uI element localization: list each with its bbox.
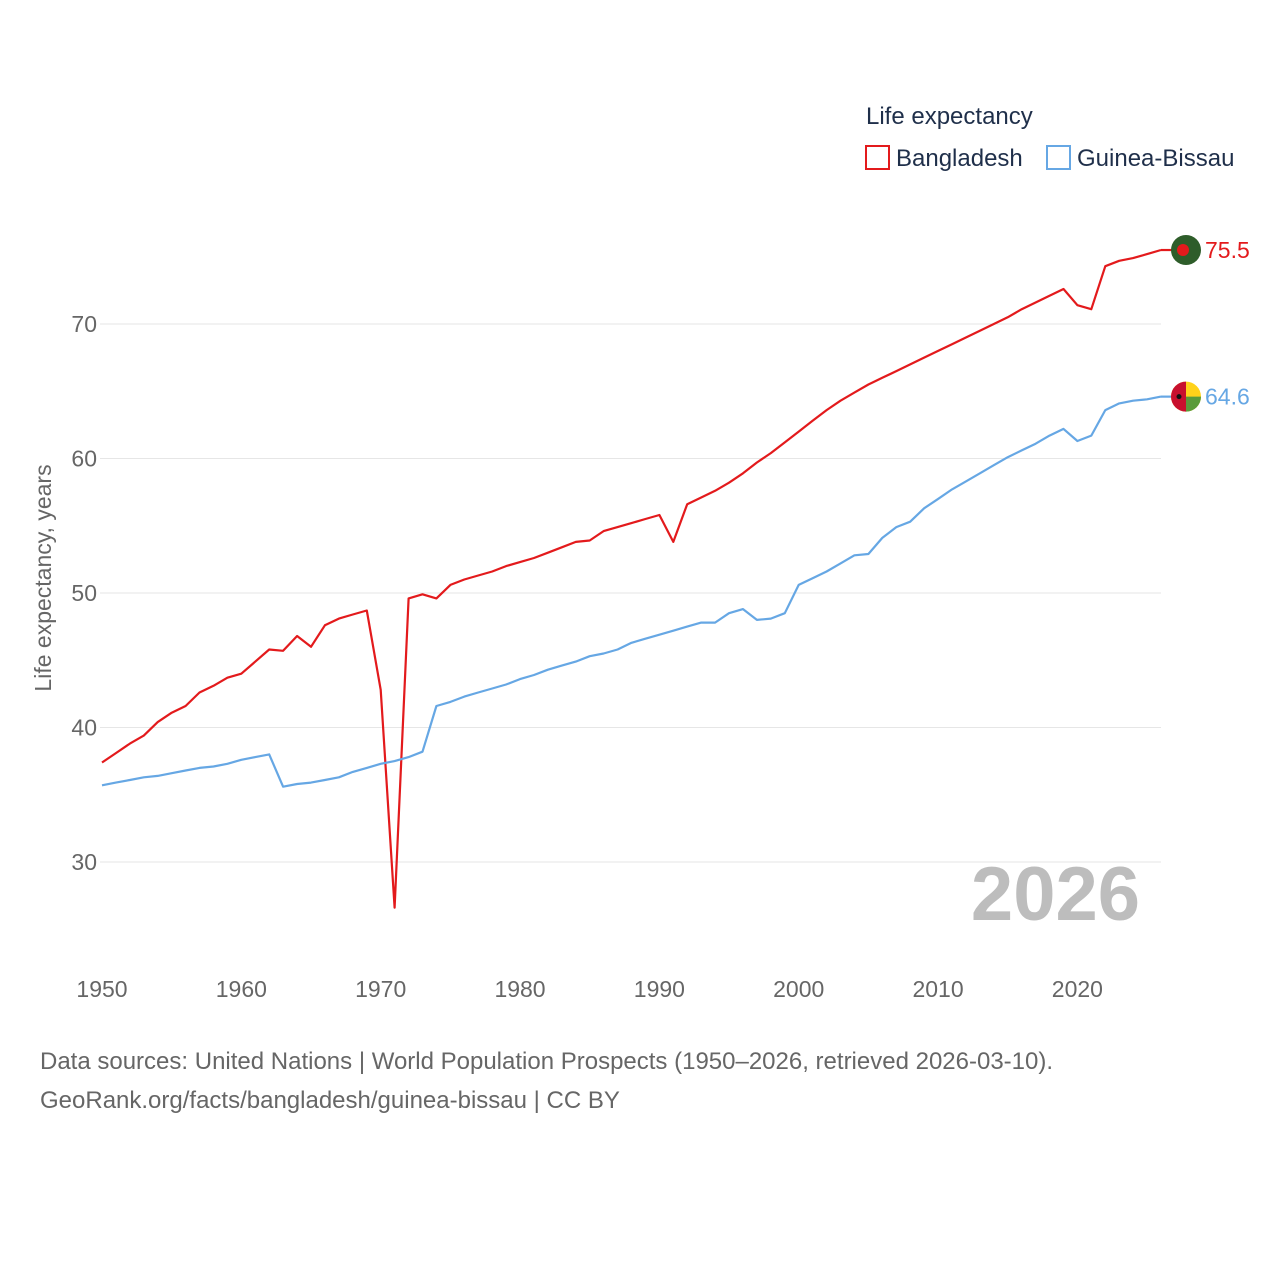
y-tick-label-50: 50 [71, 580, 97, 606]
legend-label-bangladesh: Bangladesh [896, 145, 1023, 172]
legend-item-bangladesh[interactable]: Bangladesh [865, 145, 1023, 172]
x-tick-label-2020: 2020 [1052, 976, 1103, 1002]
bangladesh-flag-icon [1171, 235, 1201, 266]
x-tick-label-1960: 1960 [216, 976, 267, 1002]
series-line-guinea-bissau [101, 395, 1162, 788]
legend-item-guinea-bissau[interactable]: Guinea-Bissau [1046, 145, 1234, 172]
axis-ticks: 30 40 50 60 70 1950 1960 1970 1980 1990 2000 2010 20… [71, 311, 1103, 1002]
y-tick-label-60: 60 [71, 446, 97, 472]
gridlines [100, 323, 1161, 863]
legend-title: Life expectancy [866, 103, 1033, 130]
legend-swatch-guinea-bissau [1046, 145, 1071, 170]
y-tick-label-70: 70 [71, 311, 97, 337]
legend: Life expectancy Bangladesh Guinea-Bissau [865, 103, 1234, 172]
year-watermark: 2026 [971, 852, 1140, 937]
x-tick-label-1980: 1980 [494, 976, 545, 1002]
x-tick-label-2000: 2000 [773, 976, 824, 1002]
end-value-label-bangladesh: 75.5 [1205, 237, 1250, 263]
attribution-line: GeoRank.org/facts/bangladesh/guinea-biss… [40, 1087, 620, 1114]
y-tick-label-40: 40 [71, 715, 97, 741]
source-line: Data sources: United Nations | World Pop… [40, 1048, 1054, 1075]
source-footer: Data sources: United Nations | World Pop… [40, 1042, 1240, 1120]
y-tick-label-30: 30 [71, 849, 97, 875]
guinea-bissau-flag-icon [1171, 381, 1201, 412]
x-tick-label-1950: 1950 [76, 976, 127, 1002]
x-tick-label-1970: 1970 [355, 976, 406, 1002]
x-tick-label-1990: 1990 [634, 976, 685, 1002]
x-tick-label-2010: 2010 [912, 976, 963, 1002]
series-lines [101, 248, 1162, 909]
end-value-label-guinea-bissau: 64.6 [1205, 384, 1250, 410]
end-markers: 75.5 64.6 [1161, 235, 1250, 412]
series-line-bangladesh [101, 248, 1162, 909]
legend-label-guinea-bissau: Guinea-Bissau [1077, 145, 1234, 172]
legend-swatch-bangladesh [865, 145, 890, 170]
y-axis-title: Life expectancy, years [30, 464, 56, 691]
